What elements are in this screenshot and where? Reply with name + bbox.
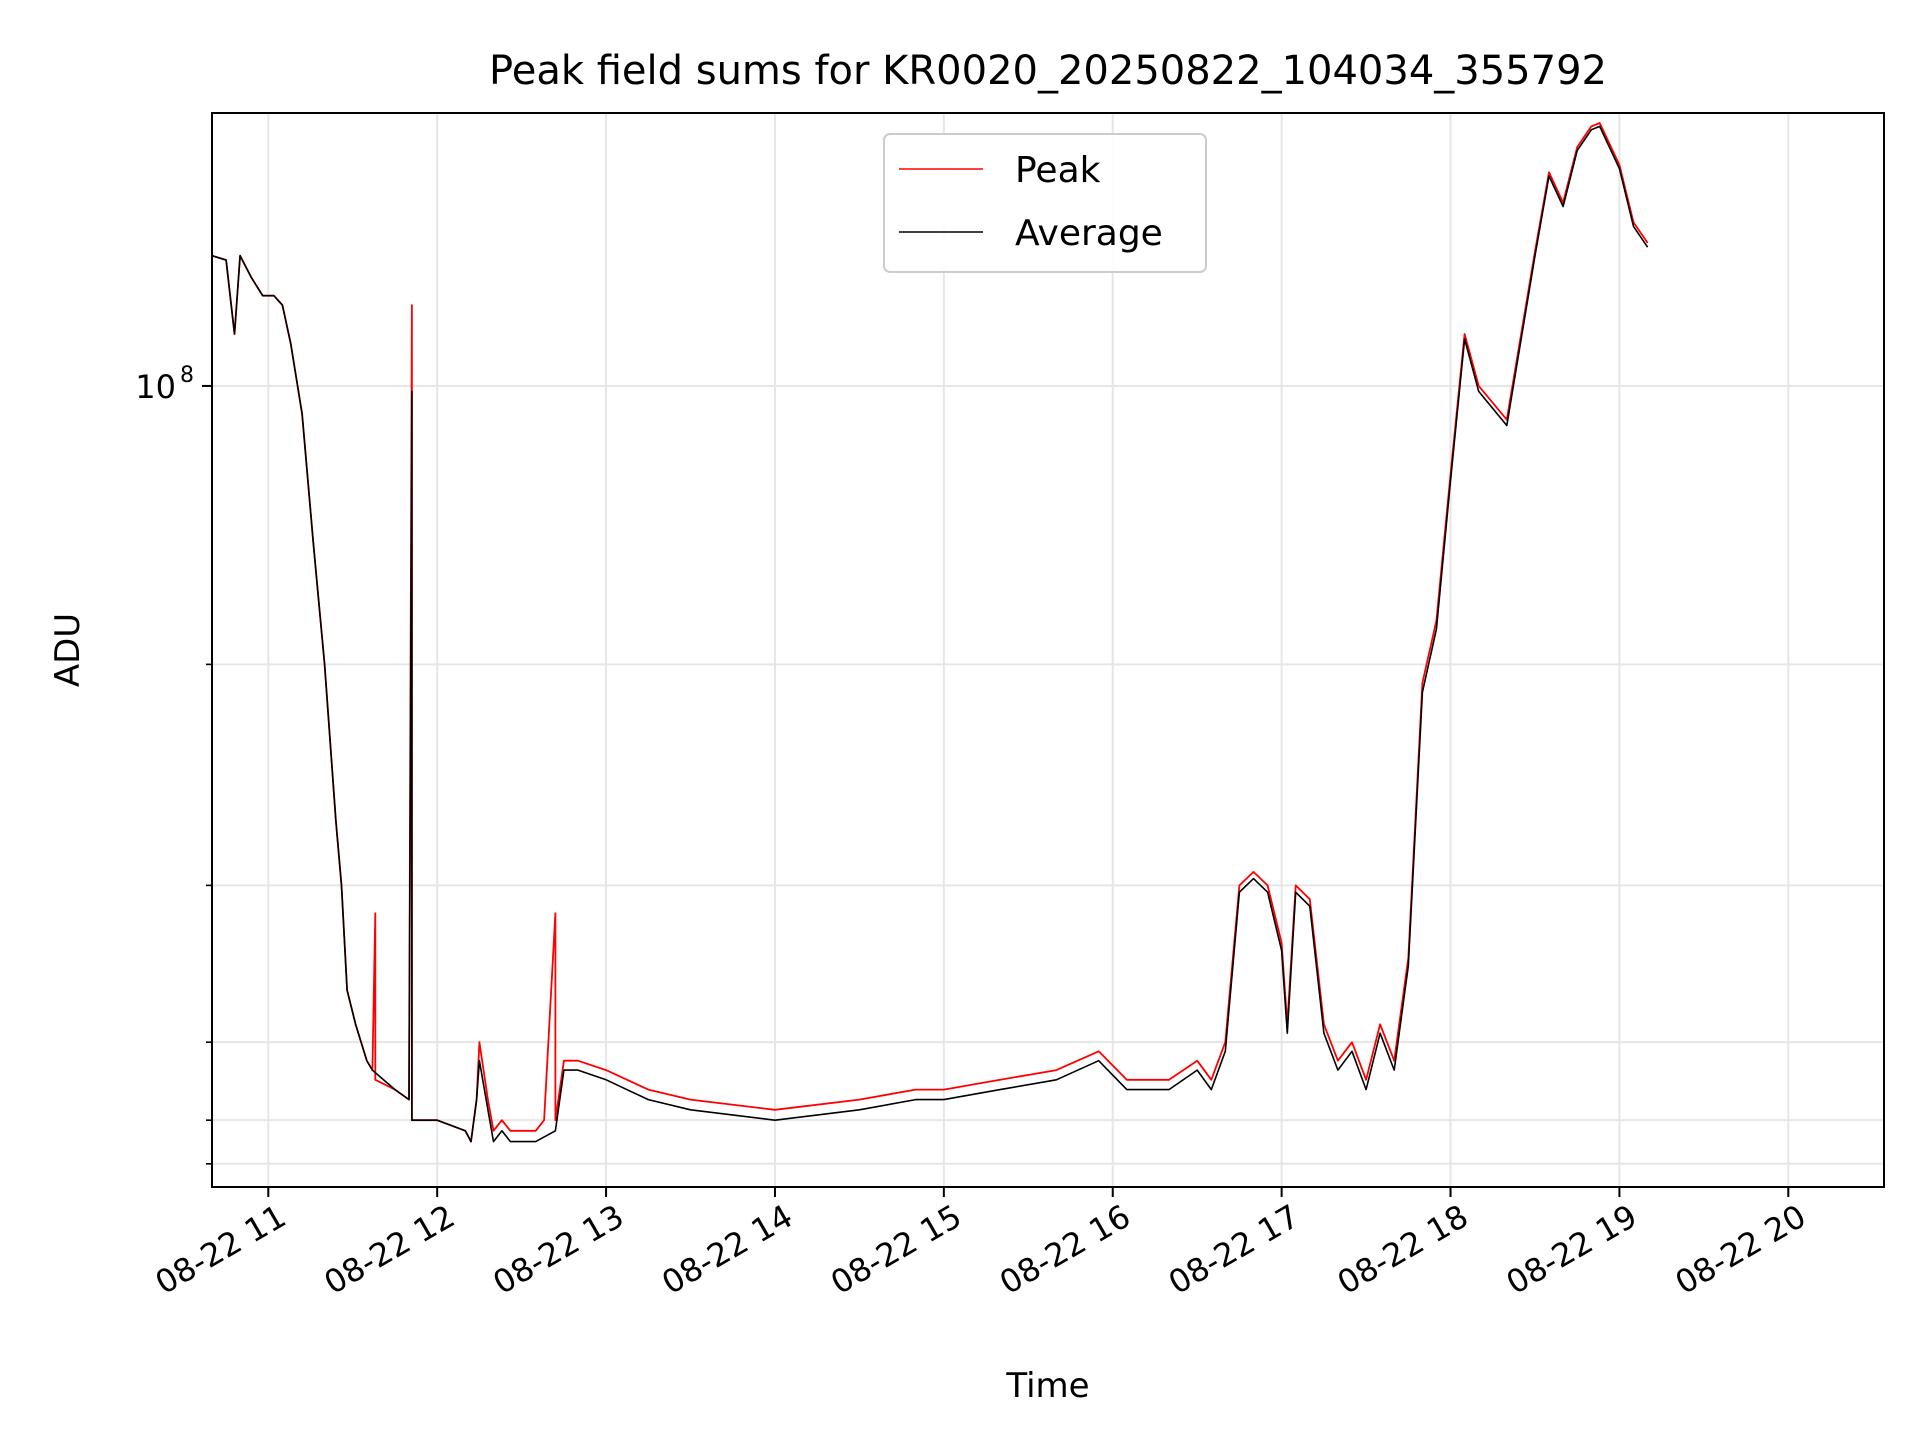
legend-peak-label: Peak: [1015, 150, 1101, 191]
y-tick-label: 10: [135, 368, 176, 406]
legend-average-label: Average: [1015, 213, 1163, 254]
series-layer: [211, 122, 1649, 1143]
legend: Peak Average: [883, 133, 1207, 273]
y-axis: 10 8: [135, 363, 212, 1165]
plot-frame: [211, 112, 1885, 1188]
chart-title: Peak field sums for KR0020_20250822_1040…: [489, 48, 1607, 94]
x-axis-label: Time: [1005, 1366, 1089, 1406]
grid-lines: [212, 113, 1884, 1187]
y-tick-exponent: 8: [180, 363, 194, 388]
y-axis-label: ADU: [48, 613, 88, 687]
series-line-average: [211, 125, 1649, 1143]
